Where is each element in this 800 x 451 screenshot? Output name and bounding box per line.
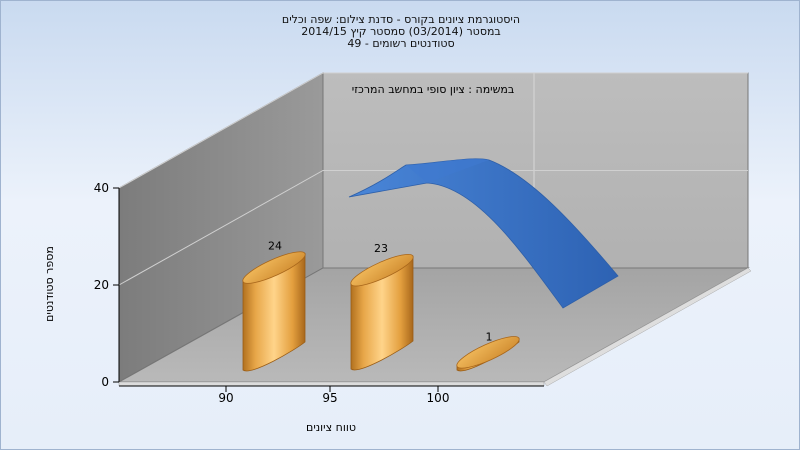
chart-subtitle: במסטר (03/2014) סמסטר קיץ 2014/15 — [301, 25, 501, 38]
right-rim — [543, 267, 752, 387]
chart-title: היסטוגרמת ציונים בקורס - סדנת צילום: שפה… — [281, 13, 521, 26]
bar-top — [350, 254, 414, 287]
y-tick-label: 40 — [94, 181, 109, 195]
gridline-20 — [118, 170, 748, 286]
bar-95: 23 — [350, 242, 414, 371]
bar-series: 24 23 1 — [242, 240, 520, 372]
x-axis-title: טווח ציונים — [306, 421, 356, 434]
y-axis: 0 20 40 — [94, 181, 120, 389]
gridlines — [118, 72, 748, 286]
y-axis-title: מספר סטודנטים — [43, 246, 56, 322]
x-axis: 90 95 100 — [119, 385, 544, 405]
bar-90: 24 — [242, 240, 306, 372]
x-tick-label: 100 — [427, 391, 450, 405]
front-rim — [118, 381, 545, 387]
bar-body — [242, 252, 306, 372]
curve-ribbon — [348, 158, 619, 309]
bar-top — [456, 336, 520, 369]
bar-value-label: 24 — [268, 240, 282, 253]
chart-subtitle-students: סטודנטים רשומים - 49 — [347, 37, 455, 50]
bar-value-label: 1 — [486, 330, 493, 343]
bar-value-label: 23 — [374, 242, 388, 255]
curve-ribbon-top — [406, 158, 489, 183]
x-tick-label: 90 — [218, 391, 233, 405]
y-tick-label: 20 — [94, 278, 109, 292]
curve-series — [348, 158, 619, 309]
bar-top — [242, 251, 306, 284]
bar-100: 1 — [456, 330, 520, 372]
x-tick-label: 95 — [322, 391, 337, 405]
gridline-40 — [118, 72, 748, 189]
y-tick-label: 0 — [101, 375, 109, 389]
series-legend-label: במשימה : ציון סופי במחשב המרכזי — [352, 83, 515, 96]
